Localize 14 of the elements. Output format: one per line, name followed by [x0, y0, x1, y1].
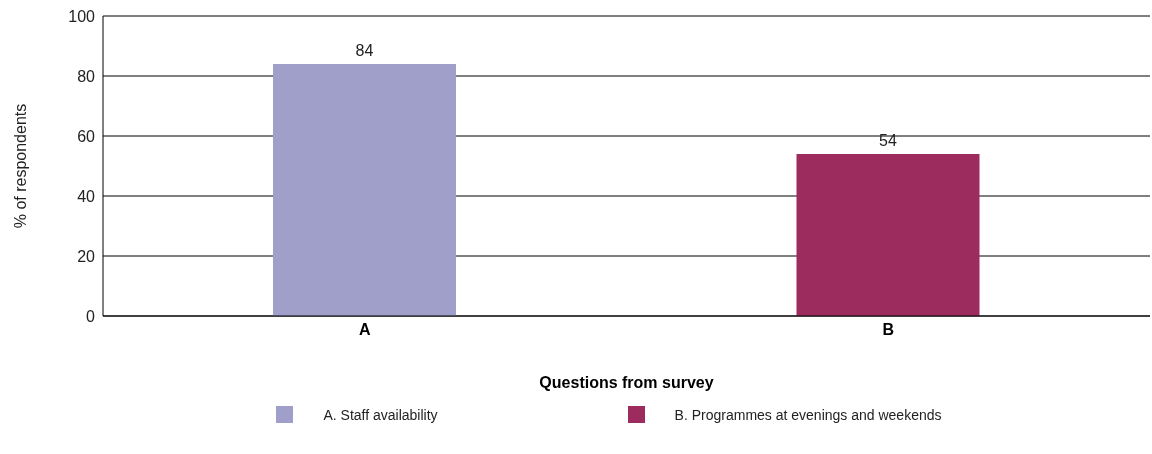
x-tick-label: A	[358, 321, 371, 339]
y-tick-label: 0	[86, 307, 96, 325]
y-tick-label: 100	[68, 7, 96, 25]
data-label: 84	[355, 42, 374, 59]
y-tick-label: 80	[77, 67, 96, 85]
x-axis-title: Questions from survey	[539, 374, 714, 391]
legend-label: B. Programmes at evenings and weekends	[674, 406, 942, 423]
x-tick-label: B	[882, 321, 895, 339]
y-tick-label: 40	[77, 187, 96, 205]
legend-label: A. Staff availability	[323, 406, 438, 423]
y-tick-label: 60	[77, 127, 96, 145]
y-tick-label: 20	[77, 247, 96, 265]
y-axis-title: % of respondents	[11, 103, 29, 229]
data-label: 54	[879, 132, 897, 149]
